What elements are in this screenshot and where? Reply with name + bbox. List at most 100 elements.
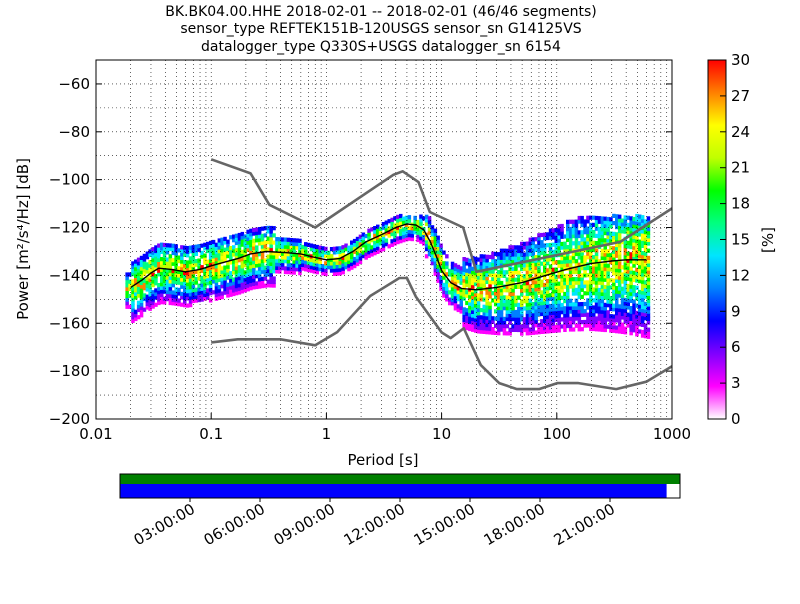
heatmap-cell	[160, 260, 164, 265]
heatmap-cell	[223, 251, 227, 256]
y-tick-label: −160	[49, 314, 90, 332]
heatmap-cell	[632, 270, 636, 275]
heatmap-cell	[407, 236, 412, 241]
heatmap-cell	[520, 245, 524, 250]
heatmap-cell	[586, 291, 590, 296]
heatmap-cell	[525, 252, 530, 257]
heatmap-cell	[165, 264, 170, 269]
heatmap-cell	[540, 261, 544, 266]
heatmap-cell	[384, 224, 389, 229]
heatmap-cell	[168, 282, 173, 288]
heatmap-cell	[551, 228, 556, 233]
heatmap-cell	[194, 298, 198, 303]
heatmap-cell	[318, 252, 322, 257]
heatmap-cell	[617, 272, 622, 277]
heatmap-cell	[321, 271, 325, 276]
heatmap-cell	[606, 317, 610, 322]
heatmap-cell	[335, 271, 340, 276]
heatmap-cell	[617, 311, 622, 316]
heatmap-cell	[554, 307, 558, 312]
heatmap-cell	[586, 312, 590, 317]
heatmap-cell	[600, 313, 605, 318]
heatmap-cell	[174, 269, 178, 274]
heatmap-cell	[289, 255, 294, 261]
heatmap-cell	[229, 278, 233, 283]
heatmap-cell	[407, 215, 412, 220]
heatmap-cell	[255, 284, 259, 290]
heatmap-cell	[646, 223, 651, 228]
heatmap-cell	[272, 276, 276, 281]
heatmap-cell	[479, 264, 484, 270]
heatmap-cell	[473, 299, 478, 304]
heatmap-cell	[626, 226, 630, 231]
heatmap-cell	[597, 320, 602, 325]
heatmap-cell	[269, 236, 273, 241]
heatmap-cell	[560, 302, 564, 308]
heatmap-cell	[203, 282, 207, 287]
heatmap-cell	[603, 310, 607, 315]
heatmap-cell	[620, 308, 625, 313]
heatmap-cell	[568, 244, 573, 250]
heatmap-cell	[511, 270, 515, 275]
heatmap-cell	[453, 299, 458, 304]
heatmap-cell	[646, 291, 651, 296]
heatmap-cell	[597, 259, 602, 264]
heatmap-cell	[617, 293, 622, 298]
heatmap-cell	[249, 271, 253, 276]
heatmap-cell	[551, 282, 556, 287]
heatmap-cell	[283, 241, 288, 246]
heatmap-cell	[131, 279, 135, 284]
heatmap-cell	[640, 229, 645, 234]
heatmap-cell	[295, 245, 299, 250]
heatmap-cell	[232, 234, 236, 239]
heatmap-cell	[424, 243, 429, 248]
heatmap-cell	[566, 259, 570, 264]
heatmap-cell	[499, 273, 504, 278]
heatmap-cell	[615, 278, 619, 283]
heatmap-cell	[646, 270, 651, 275]
heatmap-cell	[592, 240, 596, 245]
heatmap-cell	[183, 288, 187, 293]
high-noise-model-line	[210, 158, 673, 274]
heatmap-cell	[597, 327, 602, 332]
heatmap-cell	[309, 257, 314, 263]
heatmap-cell	[160, 278, 164, 283]
heatmap-cell	[522, 277, 527, 282]
heatmap-cell	[620, 297, 625, 302]
heatmap-cell	[324, 268, 328, 273]
heatmap-cell	[174, 251, 178, 256]
heatmap-cell	[459, 266, 463, 271]
heatmap-cell	[623, 272, 628, 277]
heatmap-cell	[430, 246, 435, 251]
heatmap-cell	[568, 309, 573, 314]
heatmap-cell	[413, 230, 417, 235]
heatmap-cell	[298, 256, 302, 261]
heatmap-cell	[416, 219, 420, 225]
heatmap-cell	[646, 255, 651, 260]
heatmap-cell	[399, 213, 403, 219]
heatmap-cell	[191, 284, 196, 289]
heatmap-cell	[255, 259, 259, 264]
heatmap-cell	[191, 291, 196, 296]
heatmap-cell	[508, 291, 512, 296]
heatmap-cell	[407, 229, 412, 234]
heatmap-cell	[180, 259, 184, 264]
heatmap-cell	[384, 242, 389, 247]
heatmap-cell	[240, 289, 245, 294]
heatmap-cell	[223, 269, 227, 274]
heatmap-cell	[537, 272, 541, 277]
heatmap-cell	[612, 314, 616, 319]
heatmap-cell	[462, 314, 466, 319]
heatmap-cell	[502, 252, 507, 257]
heatmap-cell	[479, 257, 484, 262]
heatmap-cell	[252, 263, 256, 268]
heatmap-cell	[266, 279, 270, 284]
heatmap-cell	[246, 287, 250, 292]
heatmap-cell	[531, 291, 535, 296]
heatmap-cell	[263, 276, 268, 281]
heatmap-cell	[583, 223, 587, 228]
heatmap-cell	[183, 270, 187, 275]
heatmap-cell	[243, 252, 247, 257]
heatmap-cell	[465, 257, 469, 262]
heatmap-cell	[617, 214, 622, 219]
